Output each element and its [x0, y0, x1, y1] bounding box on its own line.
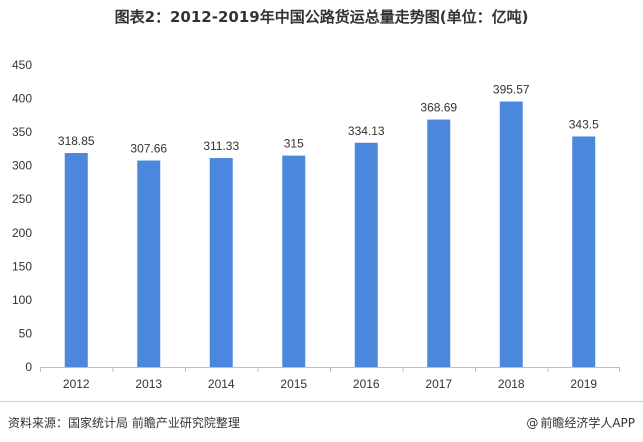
y-tick-label: 450: [12, 58, 32, 72]
footer-divider: [0, 401, 643, 402]
x-tick-label: 2014: [208, 377, 235, 391]
y-tick-label: 350: [12, 125, 32, 139]
bar-2015: [282, 155, 306, 367]
chart-title: 图表2：2012-2019年中国公路货运总量走势图(单位：亿吨): [114, 8, 529, 26]
data-label-2017: 368.69: [420, 101, 457, 115]
y-tick-label: 0: [25, 360, 32, 374]
data-label-2013: 307.66: [130, 142, 167, 156]
source-note: 资料来源：国家统计局 前瞻产业研究院整理: [8, 416, 240, 430]
x-tick-label: 2016: [353, 377, 380, 391]
x-tick-label: 2018: [498, 377, 525, 391]
data-label-2012: 318.85: [58, 134, 95, 148]
brand-credit: @ 前瞻经济学人APP: [526, 414, 635, 431]
y-tick-label: 150: [12, 259, 32, 273]
brand-name: 前瞻经济学人APP: [540, 416, 635, 430]
data-label-2014: 311.33: [203, 139, 239, 153]
y-tick-label: 300: [12, 159, 32, 173]
x-tick-label: 2012: [63, 377, 90, 391]
x-tick-label: 2013: [135, 377, 162, 391]
data-label-2018: 395.57: [493, 83, 530, 97]
bar-chart: 0 50 100 150 200 250 300 350 400 450 318.85 2012 307…: [12, 58, 620, 391]
y-tick-label: 200: [12, 226, 32, 240]
x-tick-label: 2019: [570, 377, 597, 391]
data-label-2019: 343.5: [569, 117, 599, 131]
bar-2019: [572, 136, 596, 367]
bar-2018: [499, 101, 523, 368]
x-tick-label: 2017: [425, 377, 452, 391]
y-tick-label: 400: [12, 92, 32, 106]
data-label-2015: 315: [284, 137, 304, 151]
y-tick-label: 50: [19, 326, 33, 340]
bar-2017: [427, 119, 451, 367]
y-tick-label: 250: [12, 192, 32, 206]
x-tick-label: 2015: [280, 377, 307, 391]
y-tick-label: 100: [12, 293, 32, 307]
bar-2014: [209, 158, 233, 367]
data-label-2016: 334.13: [348, 124, 385, 138]
bar-2012: [64, 153, 88, 367]
copyright-at-icon: @: [526, 416, 539, 430]
bar-2016: [354, 142, 378, 367]
bar-2013: [137, 160, 161, 367]
